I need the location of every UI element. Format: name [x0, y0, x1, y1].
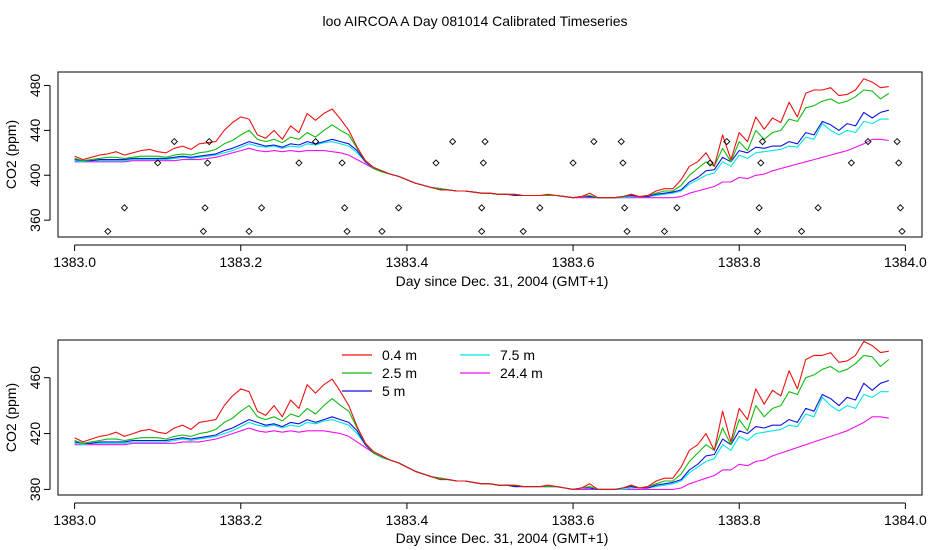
diamond-marker — [205, 137, 213, 146]
series-group — [74, 340, 890, 490]
bottom-panel: 1383.0 1383.2 1383.4 1383.6 1383.8 1384.0 380 4… — [3, 339, 927, 546]
x-tick-label: 1383.2 — [219, 512, 262, 528]
series-line-2-5-m — [74, 354, 890, 490]
x-tick-label: 1383.0 — [53, 254, 96, 270]
x-axis-label: Day since Dec. 31, 2004 (GMT+1) — [396, 530, 609, 546]
diamond-marker — [758, 137, 767, 146]
x-tick-label: 1383.4 — [386, 254, 429, 270]
diamond-marker — [245, 227, 253, 236]
plot-frame — [57, 339, 923, 496]
y-tick-label: 360 — [27, 208, 43, 232]
diamond-marker — [755, 204, 763, 212]
diamond-marker — [617, 137, 625, 146]
diamond-marker — [620, 204, 629, 212]
diamond-marker — [394, 204, 403, 212]
diamond-marker — [898, 227, 906, 236]
diamond-marker — [619, 159, 627, 167]
diamond-marker — [343, 227, 351, 236]
series-line-2-5-m — [74, 89, 890, 199]
diamond-marker — [479, 159, 487, 167]
plot-frame — [57, 71, 923, 238]
diamond-marker — [757, 159, 765, 167]
y-tick-label: 480 — [27, 74, 43, 98]
diamond-marker — [519, 227, 527, 236]
series-group — [74, 78, 890, 199]
legend-label: 0.4 m — [382, 347, 417, 363]
diamond-marker — [201, 204, 209, 212]
top-panel: 1383.0 1383.2 1383.4 1383.6 1383.8 1384.0 360 4… — [3, 71, 927, 289]
diamond-marker — [569, 159, 577, 167]
x-axis-label: Day since Dec. 31, 2004 (GMT+1) — [396, 273, 609, 289]
diamond-marker — [170, 137, 178, 146]
diamond-marker — [481, 137, 489, 146]
series-line-7-5-m — [74, 391, 889, 490]
legend-label: 7.5 m — [500, 347, 535, 363]
diamond-marker — [378, 227, 386, 236]
series-line-0-4-m — [74, 340, 889, 490]
series-line-7-5-m — [74, 118, 889, 199]
diamond-marker — [257, 204, 266, 212]
diamond-marker — [432, 159, 440, 167]
diamond-marker — [723, 137, 731, 146]
x-tick-label: 1383.4 — [386, 512, 429, 528]
x-tick-label: 1383.6 — [552, 512, 595, 528]
x-tick-label: 1383.0 — [53, 512, 96, 528]
diamond-marker — [623, 227, 631, 236]
diamond-marker — [893, 137, 901, 146]
y-axis-label: CO2 (ppm) — [3, 383, 19, 452]
diamond-marker — [673, 204, 681, 212]
diamond-marker — [311, 137, 320, 146]
y-tick-label: 460 — [27, 366, 43, 390]
y-tick-label: 400 — [27, 163, 43, 187]
diamond-marker — [590, 137, 598, 146]
legend-label: 24.4 m — [500, 365, 543, 381]
diamond-marker — [797, 227, 806, 236]
legend: 0.4 m 2.5 m 5 m 7.5 m 24.4 m — [342, 347, 543, 399]
y-tick-label: 440 — [27, 118, 43, 142]
diamond-marker — [864, 137, 872, 146]
y-tick-label: 420 — [27, 422, 43, 446]
diamond-marker — [340, 204, 349, 212]
diamond-marker — [338, 159, 346, 167]
y-axis-label: CO2 (ppm) — [3, 120, 19, 189]
x-tick-label: 1383.2 — [219, 254, 262, 270]
diamond-marker — [478, 204, 486, 212]
x-tick-label: 1383.8 — [718, 254, 761, 270]
diamond-marker — [203, 159, 212, 167]
diamond-marker — [895, 159, 903, 167]
diamond-marker — [896, 204, 905, 212]
diamond-marker — [706, 159, 714, 167]
marker-group — [104, 137, 906, 236]
legend-label: 5 m — [382, 383, 405, 399]
chart-title: loo AIRCOA A Day 081014 Calibrated Times… — [322, 13, 627, 29]
diamond-marker — [660, 227, 669, 236]
x-tick-label: 1384.0 — [884, 254, 927, 270]
diamond-marker — [847, 159, 856, 167]
diamond-marker — [478, 227, 486, 236]
diamond-marker — [295, 159, 303, 167]
y-tick-label: 380 — [27, 478, 43, 502]
diamond-marker — [199, 227, 208, 236]
diamond-marker — [814, 204, 822, 212]
x-tick-label: 1384.0 — [884, 512, 927, 528]
x-tick-label: 1383.6 — [552, 254, 595, 270]
series-line-0-4-m — [74, 78, 889, 199]
x-tick-label: 1383.8 — [718, 512, 761, 528]
diamond-marker — [154, 159, 162, 167]
diamond-marker — [536, 204, 544, 212]
diamond-marker — [753, 227, 762, 236]
diamond-marker — [448, 137, 457, 146]
diamond-marker — [120, 204, 129, 212]
diamond-marker — [104, 227, 112, 236]
legend-label: 2.5 m — [382, 365, 417, 381]
